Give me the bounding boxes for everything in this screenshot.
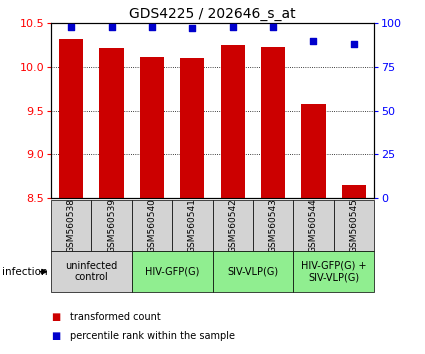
Text: GSM560540: GSM560540 — [147, 198, 156, 253]
Bar — [212, 200, 253, 251]
Text: uninfected
control: uninfected control — [65, 261, 117, 282]
Bar — [180, 58, 204, 198]
Text: GSM560543: GSM560543 — [269, 198, 278, 253]
Text: GSM560545: GSM560545 — [349, 198, 358, 253]
Text: ■: ■ — [51, 312, 60, 322]
Text: infection: infection — [2, 267, 48, 277]
Text: HIV-GFP(G): HIV-GFP(G) — [145, 267, 199, 277]
Text: GSM560541: GSM560541 — [188, 198, 197, 253]
Text: percentile rank within the sample: percentile rank within the sample — [70, 331, 235, 341]
Bar — [253, 200, 293, 251]
Bar — [301, 104, 326, 198]
Point — [310, 38, 317, 44]
Point — [189, 25, 196, 31]
Bar — [51, 251, 132, 292]
Text: GSM560539: GSM560539 — [107, 198, 116, 253]
Text: HIV-GFP(G) +
SIV-VLP(G): HIV-GFP(G) + SIV-VLP(G) — [301, 261, 366, 282]
Text: transformed count: transformed count — [70, 312, 161, 322]
Bar — [221, 45, 245, 198]
Point — [148, 24, 155, 29]
Point — [108, 24, 115, 29]
Bar — [212, 251, 293, 292]
Point — [229, 24, 236, 29]
Bar — [91, 200, 132, 251]
Text: GSM560542: GSM560542 — [228, 198, 237, 253]
Bar — [293, 251, 374, 292]
Bar — [334, 200, 374, 251]
Bar — [342, 185, 366, 198]
Bar — [261, 47, 285, 198]
Bar — [59, 39, 83, 198]
Point — [350, 41, 357, 47]
Bar — [51, 200, 91, 251]
Text: ■: ■ — [51, 331, 60, 341]
Text: SIV-VLP(G): SIV-VLP(G) — [227, 267, 278, 277]
Bar — [293, 200, 334, 251]
Bar — [140, 57, 164, 198]
Title: GDS4225 / 202646_s_at: GDS4225 / 202646_s_at — [129, 7, 296, 21]
Point — [269, 24, 276, 29]
Bar — [172, 200, 212, 251]
Bar — [132, 200, 172, 251]
Bar — [99, 47, 124, 198]
Text: GSM560538: GSM560538 — [67, 198, 76, 253]
Text: GSM560544: GSM560544 — [309, 198, 318, 253]
Point — [68, 24, 75, 29]
Bar — [132, 251, 212, 292]
